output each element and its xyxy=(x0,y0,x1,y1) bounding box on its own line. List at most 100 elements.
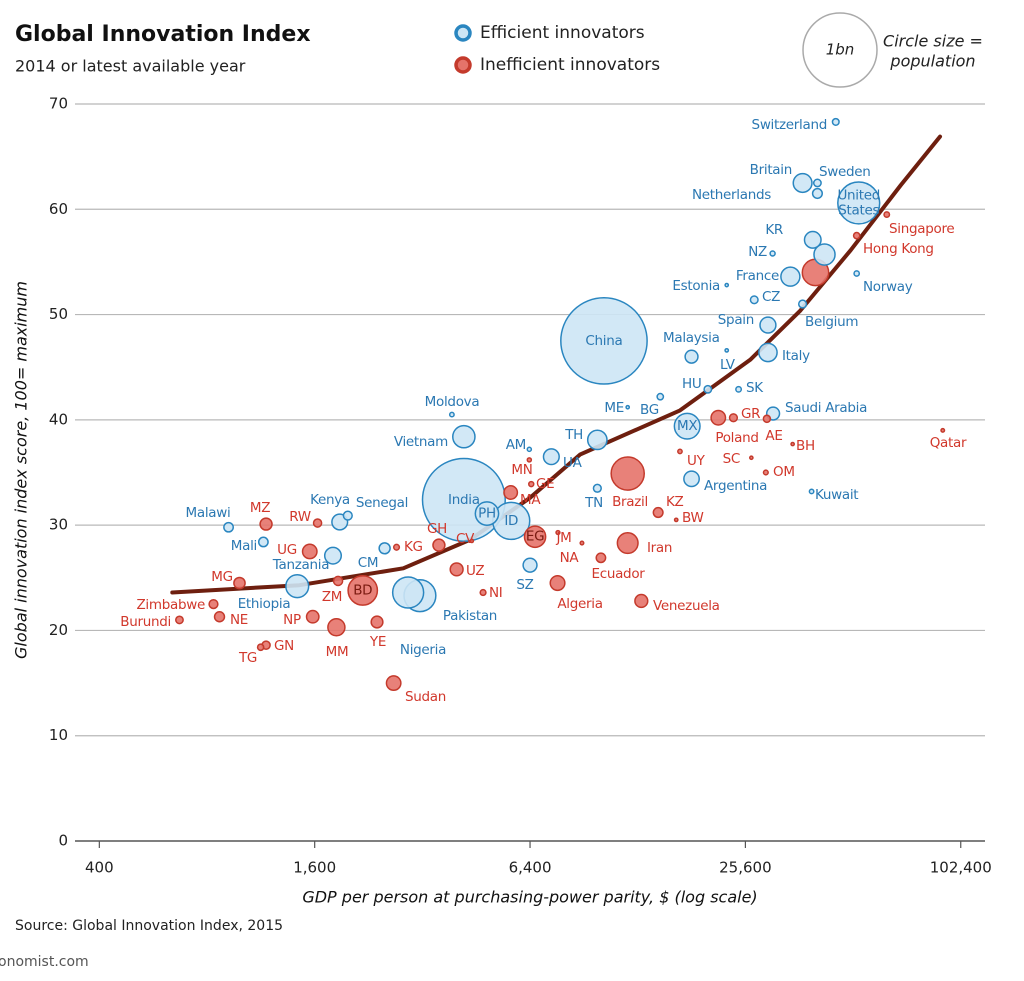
point-label: KG xyxy=(404,539,423,555)
point-label: MA xyxy=(520,492,541,508)
point-label: Iran xyxy=(647,540,672,556)
point-label: Brazil xyxy=(612,494,648,510)
trend-line xyxy=(170,134,942,595)
size-legend-note: population xyxy=(889,52,975,71)
point-label: UY xyxy=(687,453,706,469)
source: Source: Global Innovation Index, 2015 xyxy=(15,918,283,934)
point-label: Kenya xyxy=(310,492,350,508)
bubble xyxy=(449,562,464,577)
y-tick-label: 10 xyxy=(49,726,68,744)
point-label: BH xyxy=(796,438,815,454)
chart-subtitle: 2014 or latest available year xyxy=(15,57,246,76)
point-label: UZ xyxy=(466,563,484,579)
point-label: GR xyxy=(741,406,760,422)
point-label: Moldova xyxy=(425,394,480,410)
bubble-label: India xyxy=(448,492,480,508)
bubble xyxy=(285,574,310,599)
bubble xyxy=(560,296,648,385)
bubble xyxy=(432,538,446,552)
bubble xyxy=(332,575,344,587)
point-label: TN xyxy=(584,495,603,511)
point-label: Saudi Arabia xyxy=(785,400,867,416)
point-label: Qatar xyxy=(930,435,967,451)
bubble-label: MX xyxy=(677,418,697,434)
chart-title: Global Innovation Index xyxy=(15,22,311,47)
bubble xyxy=(762,414,772,424)
bubble-label: China xyxy=(585,333,622,349)
bubble xyxy=(208,598,219,610)
x-tick-label: 1,600 xyxy=(293,859,336,877)
point-label: SZ xyxy=(516,577,533,593)
bubble xyxy=(342,510,353,521)
bubble xyxy=(748,455,754,461)
x-tick-label: 102,400 xyxy=(930,859,992,877)
size-legend-circle xyxy=(802,12,878,88)
footer: onomist.com xyxy=(0,954,89,970)
point-label: YE xyxy=(369,634,386,650)
point-label: SC xyxy=(723,451,740,467)
point-label: Algeria xyxy=(557,596,602,612)
bubble xyxy=(837,181,881,225)
bubble xyxy=(634,593,649,609)
bubble xyxy=(769,250,776,257)
bubble xyxy=(749,295,759,305)
legend-marker xyxy=(454,24,472,42)
bubble xyxy=(259,517,273,531)
x-tick-label: 25,600 xyxy=(719,859,772,877)
point-label: Switzerland xyxy=(752,117,827,133)
bubble xyxy=(528,480,535,488)
point-label: OM xyxy=(773,464,795,480)
bubble xyxy=(724,282,730,288)
bubble xyxy=(392,543,401,551)
point-label: AM xyxy=(506,437,526,453)
point-label: JM xyxy=(555,530,571,546)
y-tick-label: 30 xyxy=(49,516,68,534)
point-label: ZM xyxy=(322,589,342,605)
point-label: Malaysia xyxy=(663,330,720,346)
bubble xyxy=(256,643,265,652)
grid: 0 10 20 30 40 50 60 70 400 1,600 6,400 25,600 102,40… xyxy=(49,95,992,877)
point-label: Spain xyxy=(718,312,754,328)
bubble xyxy=(479,588,487,597)
point-label: MN xyxy=(511,462,532,478)
bubble xyxy=(728,413,739,423)
bubble xyxy=(370,615,384,629)
point-label: MZ xyxy=(250,500,270,516)
legend-marker xyxy=(454,56,472,74)
bubble xyxy=(323,546,343,565)
bubble xyxy=(940,427,946,433)
point-label: AE xyxy=(765,428,782,444)
bubble xyxy=(673,412,701,440)
bubble xyxy=(677,448,683,455)
bubble xyxy=(522,557,538,573)
bubble xyxy=(312,518,323,528)
point-label: RW xyxy=(289,509,311,525)
bubble xyxy=(523,525,547,549)
bubble xyxy=(762,469,769,476)
bubble xyxy=(469,538,475,544)
labels: Switzerland Britain Sweden Netherlands Unite… xyxy=(120,117,967,705)
point-label: Netherlands xyxy=(692,187,771,203)
point-label: Poland xyxy=(715,430,758,446)
point-label: Singapore xyxy=(889,221,954,237)
point-label: CM xyxy=(358,555,378,571)
bubble xyxy=(526,457,533,463)
point-label: Belgium xyxy=(805,314,858,330)
bubble xyxy=(625,404,631,410)
y-tick-label: 20 xyxy=(49,621,68,639)
bubble xyxy=(759,316,777,334)
marks xyxy=(175,117,946,692)
point-label: Britain xyxy=(750,162,792,178)
point-label: KZ xyxy=(666,494,684,510)
bubble xyxy=(683,470,700,488)
point-label: Burundi xyxy=(120,614,171,630)
point-label: BW xyxy=(682,510,704,526)
bubble xyxy=(610,456,645,491)
legend-label: Inefficient innovators xyxy=(480,55,660,75)
point-label: Senegal xyxy=(356,495,408,511)
point-label: Norway xyxy=(863,279,913,295)
point-label: Sudan xyxy=(405,689,446,705)
bubble xyxy=(579,540,585,546)
bubble xyxy=(526,446,533,453)
